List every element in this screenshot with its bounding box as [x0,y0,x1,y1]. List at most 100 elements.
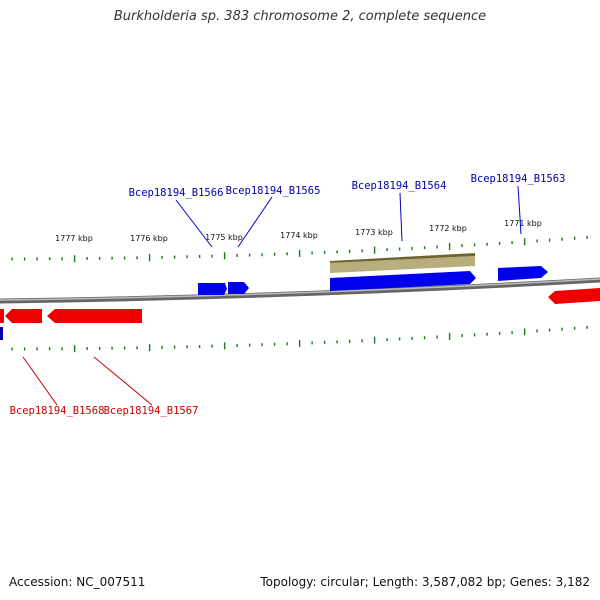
upper-ruler-minor-tick [461,244,463,248]
lower-ruler-minor-tick [23,347,26,351]
upper-ruler-minor-tick [573,236,576,240]
upper-ruler-minor-tick [586,235,588,239]
feature-bar-top-edge [330,253,475,263]
chromosome-backbone-highlight [0,278,600,301]
lower-ruler-minor-tick [161,345,163,349]
gene-label-b1568[interactable]: Bcep18194_B1568 [10,405,105,417]
upper-ruler-minor-tick [561,237,563,241]
upper-ruler-minor-tick [86,257,88,260]
leader-b1568 [22,356,58,406]
upper-ruler-minor-tick [236,254,238,257]
upper-ruler-minor-tick [11,257,13,261]
chromosome-backbone [0,277,600,304]
upper-ruler-minor-tick [548,238,551,242]
upper-ruler-minor-tick [311,251,313,255]
lower-ruler-major-tick [448,332,451,340]
lower-ruler-major-tick [523,328,526,336]
tick-rows [11,235,588,353]
upper-ruler-major-tick [73,255,76,263]
lower-ruler-minor-tick [61,347,63,351]
lower-ruler-minor-tick [486,332,488,336]
upper-ruler-minor-tick [61,257,63,261]
lower-ruler-minor-tick [573,326,576,330]
upper-ruler-minor-tick [323,250,326,254]
gene-label-b1565[interactable]: Bcep18194_B1565 [226,185,321,197]
gene-label-b1567[interactable]: Bcep18194_B1567 [104,405,199,417]
feature-bar[interactable] [330,256,475,273]
upper-ruler-minor-tick [511,241,513,245]
kbp-label-1772: 1772 kbp [429,224,467,233]
gene-label-b1563[interactable]: Bcep18194_B1563 [471,173,566,185]
accession-label: Accession: NC_007511 [9,575,146,589]
upper-ruler-minor-tick [361,249,363,253]
leader-b1566 [175,199,213,248]
lower-ruler-minor-tick [98,346,101,350]
upper-ruler-minor-tick [286,252,288,256]
gene-right-edge[interactable] [548,288,600,304]
lower-ruler-minor-tick [561,327,563,331]
lower-ruler-minor-tick [411,336,413,340]
upper-ruler-major-tick [448,242,451,250]
gene-bcep18194-b1568[interactable] [5,309,42,323]
upper-ruler-minor-tick [398,247,401,251]
gene-label-b1564[interactable]: Bcep18194_B1564 [352,180,447,192]
lower-ruler-minor-tick [423,336,426,340]
upper-ruler-minor-tick [186,255,188,259]
upper-ruler-minor-tick [486,242,488,246]
upper-ruler-minor-tick [48,257,51,261]
upper-ruler-minor-tick [198,255,201,258]
lower-ruler-minor-tick [273,342,276,346]
lower-ruler-minor-tick [461,334,463,338]
upper-ruler-minor-tick [348,249,351,253]
upper-ruler-minor-tick [386,248,388,252]
kbp-label-1771: 1771 kbp [504,219,542,228]
lower-ruler-minor-tick [48,347,51,351]
leader-b1564 [399,192,403,242]
lower-ruler-minor-tick [323,340,326,344]
map-title: Burkholderia sp. 383 chromosome 2, compl… [113,9,487,24]
upper-ruler-major-tick [148,254,151,262]
gene-bcep18194-b1567[interactable] [47,309,142,323]
upper-ruler-minor-tick [36,257,38,261]
upper-ruler-minor-tick [411,246,413,250]
lower-ruler-minor-tick [436,335,438,339]
upper-ruler-minor-tick [336,250,338,254]
lower-ruler-minor-tick [211,344,213,348]
gene-label-b1566[interactable]: Bcep18194_B1566 [129,187,224,199]
upper-ruler-minor-tick [436,245,438,249]
leader-b1567 [93,356,153,406]
lower-ruler-minor-tick [348,339,351,343]
forward-genes [198,266,548,295]
lower-ruler-minor-tick [361,339,363,343]
lower-ruler-major-tick [298,339,301,347]
upper-ruler-minor-tick [98,256,101,260]
gene-left-edge[interactable] [0,309,4,323]
lower-ruler-minor-tick [11,347,13,351]
upper-ruler-minor-tick [161,255,163,259]
lower-ruler-minor-tick [186,345,188,349]
upper-ruler-minor-tick [211,254,213,258]
upper-ruler-minor-tick [536,239,538,243]
gene-bcep18194-b1563[interactable] [498,266,548,281]
lower-ruler-major-tick [373,336,376,344]
upper-ruler-minor-tick [23,257,26,261]
lower-ruler-minor-tick [386,338,388,342]
label-leaders [22,185,522,406]
gene-left-edge-blue[interactable] [0,327,3,340]
gene-bcep18194-b1564[interactable] [330,271,476,291]
lower-ruler-minor-tick [36,347,38,351]
upper-ruler-minor-tick [473,243,476,247]
lower-ruler-minor-tick [511,331,513,335]
gene-bcep18194-b1565[interactable] [228,282,249,294]
kbp-labels: 1777 kbp 1776 kbp 1775 kbp 1774 kbp 1773… [55,219,542,243]
lower-ruler-minor-tick [248,343,251,347]
leader-b1565 [237,196,273,248]
upper-ruler-minor-tick [423,246,426,250]
lower-ruler-major-tick [223,342,226,350]
gene-bcep18194-b1566[interactable] [198,283,227,295]
lower-ruler-minor-tick [261,343,263,347]
lower-ruler-minor-tick [286,342,288,346]
lower-ruler-minor-tick [536,329,538,333]
upper-ruler-minor-tick [261,253,263,257]
